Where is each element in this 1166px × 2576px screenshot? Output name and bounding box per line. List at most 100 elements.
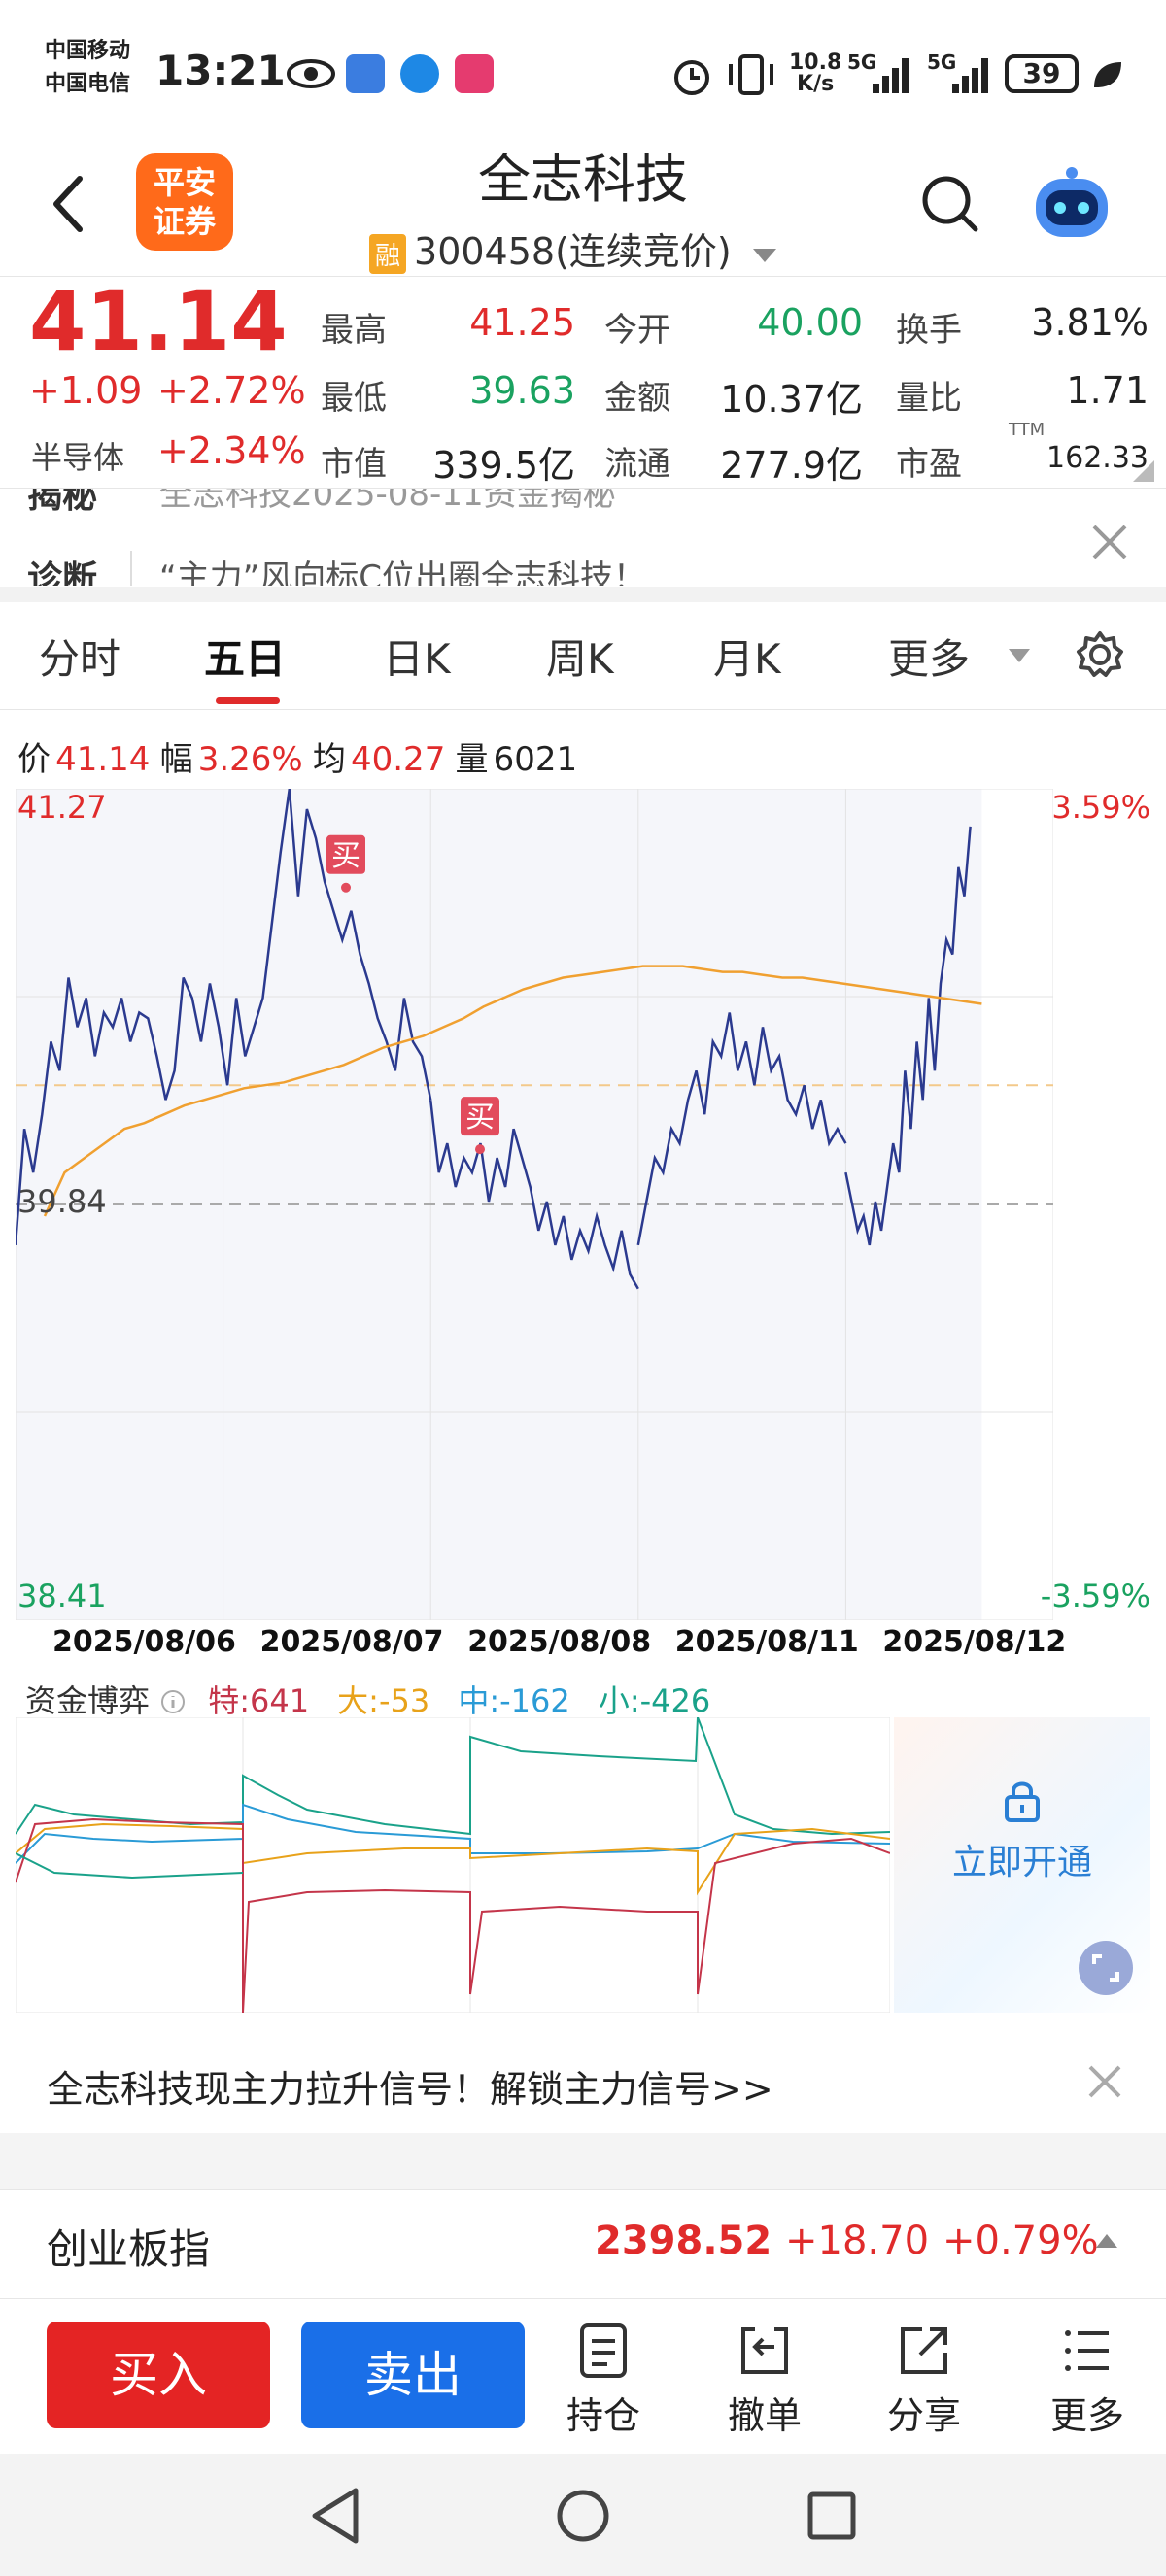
tab-more[interactable]: 更多 xyxy=(888,635,971,683)
funds-medium: 中:-162 xyxy=(458,1682,570,1719)
stat-label: 今开 xyxy=(604,311,670,350)
dropdown-triangle-icon xyxy=(752,248,776,262)
price-line-segment xyxy=(429,1100,639,1290)
section-gap xyxy=(0,587,1166,602)
margin-badge: 融 xyxy=(369,234,407,274)
buy-button[interactable]: 买入 xyxy=(47,2322,270,2428)
undo-order-button[interactable]: 撤单 xyxy=(702,2322,828,2439)
info-icon[interactable] xyxy=(160,1689,186,1714)
broker-logo: 平安 证券 xyxy=(136,153,233,251)
funds-header: 资金博弈 特:641 大:-53 中:-162 小:-426 xyxy=(25,1677,710,1721)
funds-line-medium xyxy=(16,1803,890,1864)
signal-type-2: 5G xyxy=(927,51,957,74)
back-icon[interactable] xyxy=(47,173,89,235)
nav-home-icon[interactable] xyxy=(556,2489,610,2543)
signal-banner[interactable]: 全志科技现主力拉升信号！解锁主力信号>> xyxy=(0,2030,1166,2133)
trading-mode: (连续竞价) xyxy=(555,230,732,273)
average-price-line xyxy=(43,965,982,1217)
y-axis-top-label: 41.27 xyxy=(17,789,107,826)
tab-intraday[interactable]: 分时 xyxy=(39,635,121,683)
index-value: 2398.52 xyxy=(595,2219,772,2263)
stat-label: 金额 xyxy=(604,379,670,418)
status-bar: 中国移动 中国电信 13:21 10.8 K/s 5G 5G 39 xyxy=(0,0,1166,136)
app-icon-3 xyxy=(455,54,494,93)
price-label: 价 xyxy=(17,740,51,779)
app-icon-2 xyxy=(400,54,439,93)
buy-marker-label: 买 xyxy=(465,1101,495,1135)
sector-change-pct: +2.34% xyxy=(157,429,306,472)
stat-label: 市盈 xyxy=(896,445,962,484)
stat-label: 量比 xyxy=(896,379,962,418)
unlock-panel[interactable]: 立即开通 xyxy=(894,1717,1150,2013)
expand-icon[interactable] xyxy=(1077,1939,1135,1997)
price-line-segment xyxy=(16,789,432,1245)
net-speed: 10.8 K/s xyxy=(789,51,842,96)
signal-type-1: 5G xyxy=(847,51,877,74)
stock-code-selector[interactable]: 融 300458(连续竞价) xyxy=(369,221,778,275)
share-button[interactable]: 分享 xyxy=(861,2322,987,2439)
holdings-button[interactable]: 持仓 xyxy=(540,2322,667,2439)
eye-icon xyxy=(287,59,335,88)
pct-axis-bottom-label: -3.59% xyxy=(1040,1577,1150,1614)
stat-label: 市值 xyxy=(321,445,387,484)
funds-super-large: 特:641 xyxy=(208,1682,310,1719)
funds-line-super xyxy=(16,1817,890,2013)
lock-icon xyxy=(1005,1781,1040,1822)
divider xyxy=(0,709,1166,710)
amplitude-value: 3.26% xyxy=(197,740,303,779)
share-icon xyxy=(901,2327,947,2374)
robot-icon[interactable] xyxy=(1028,163,1115,245)
close-icon[interactable] xyxy=(1086,2063,1123,2100)
news-strip[interactable]: 揭秘 全志科技2025-08-11资金揭秘 诊断 “主力”风向标C位出圈全志科技… xyxy=(0,489,1166,586)
expand-up-icon[interactable] xyxy=(1094,2232,1119,2250)
leaf-icon xyxy=(1094,62,1121,87)
buy-marker-dot xyxy=(341,882,351,893)
funds-line-small xyxy=(16,1717,890,1836)
nav-back-icon[interactable] xyxy=(307,2487,361,2545)
x-axis-date-label: 2025/08/07 xyxy=(259,1625,444,1659)
five-day-price-chart[interactable]: 买买 xyxy=(16,789,1053,1620)
stat-value: 40.00 xyxy=(757,301,863,344)
stat-label: 流通 xyxy=(604,445,670,484)
stock-code: 300458 xyxy=(414,230,556,273)
carrier-1: 中国移动 xyxy=(45,39,131,63)
gear-icon[interactable] xyxy=(1075,629,1125,680)
stat-label: 最高 xyxy=(321,311,387,350)
vibrate-icon xyxy=(729,54,773,95)
tab-monthly-k[interactable]: 月K xyxy=(713,635,781,683)
more-label: 更多 xyxy=(1049,2394,1124,2437)
sector-name[interactable]: 半导体 xyxy=(31,439,125,476)
nav-recents-icon[interactable] xyxy=(806,2491,857,2541)
diagnosis-text: “主力”风向标C位出圈全志科技！ xyxy=(159,559,646,586)
stat-value: 162.33 xyxy=(1046,441,1149,475)
funds-title: 资金博弈 xyxy=(25,1682,151,1719)
sell-button[interactable]: 卖出 xyxy=(301,2322,525,2428)
stat-label: 换手 xyxy=(896,311,962,350)
stat-value: 10.37亿 xyxy=(720,378,863,421)
volume-value: 6021 xyxy=(493,740,578,779)
stat-value: 1.71 xyxy=(1066,369,1149,412)
alarm-icon xyxy=(674,60,709,95)
average-label: 均 xyxy=(312,740,346,779)
tab-five-day[interactable]: 五日 xyxy=(204,635,287,683)
close-icon[interactable] xyxy=(1090,523,1129,561)
stat-value: 277.9亿 xyxy=(720,444,863,487)
search-icon[interactable] xyxy=(919,173,981,235)
stat-value: 339.5亿 xyxy=(432,444,575,487)
index-name[interactable]: 创业板指 xyxy=(47,2225,211,2273)
corner-triangle-icon xyxy=(1133,460,1154,482)
tab-daily-k[interactable]: 日K xyxy=(383,635,451,683)
buy-marker xyxy=(326,834,365,874)
buy-marker xyxy=(461,1097,499,1136)
price-line-segment xyxy=(636,1012,847,1246)
more-dropdown-icon[interactable] xyxy=(1007,647,1032,664)
tab-weekly-k[interactable]: 周K xyxy=(546,635,614,683)
volume-label: 量 xyxy=(455,740,489,779)
more-button[interactable]: 更多 xyxy=(1024,2322,1150,2439)
ttm-label: TTM xyxy=(1009,420,1046,440)
price-line-segment xyxy=(844,826,972,1246)
stat-value: 41.25 xyxy=(469,301,575,344)
divider xyxy=(0,276,1166,277)
x-axis-date-label: 2025/08/06 xyxy=(52,1625,236,1659)
clock: 13:21 xyxy=(155,47,286,94)
